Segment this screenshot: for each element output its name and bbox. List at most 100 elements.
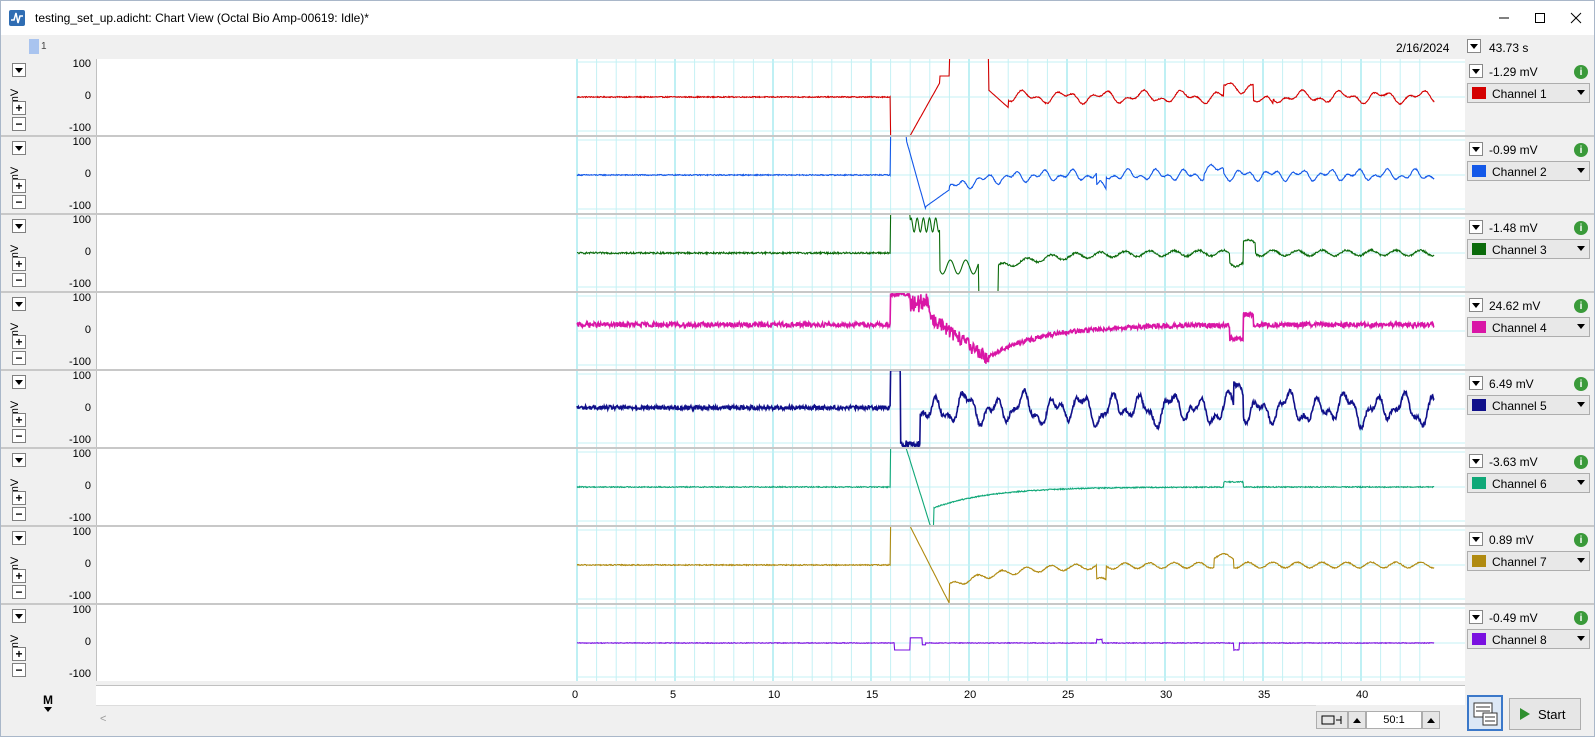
display-settings-button[interactable] [1467, 695, 1503, 731]
channel-menu-button[interactable] [12, 375, 26, 389]
channel-left-controls: mV + − 100 0 -100 [1, 136, 95, 213]
value-dropdown-button[interactable] [1469, 532, 1483, 546]
scale-down-button[interactable]: − [12, 195, 26, 209]
scale-down-button[interactable]: − [12, 273, 26, 287]
scale-down-button[interactable]: − [12, 117, 26, 131]
channel-row: mV + − 100 0 -100 -0.99 mV i Channel 2 [1, 135, 1594, 213]
channel-selector[interactable]: Channel 6 [1467, 473, 1590, 493]
scale-up-button[interactable]: + [12, 257, 26, 271]
channel-selector[interactable]: Channel 8 [1467, 629, 1590, 649]
y-tick-label: 100 [72, 448, 91, 460]
channel-plot[interactable] [96, 290, 1466, 369]
channel-selector[interactable]: Channel 4 [1467, 317, 1590, 337]
info-icon[interactable]: i [1574, 143, 1588, 157]
zoom-in-button[interactable] [1348, 711, 1366, 729]
channel-plot[interactable] [96, 369, 1466, 451]
channel-selector[interactable]: Channel 3 [1467, 239, 1590, 259]
scale-up-button[interactable]: + [12, 413, 26, 427]
channel-plot[interactable] [96, 447, 1466, 527]
info-icon[interactable]: i [1574, 221, 1588, 235]
channel-color-swatch [1472, 87, 1486, 99]
channel-separator[interactable] [1, 525, 1594, 527]
channel-separator[interactable] [1, 135, 1594, 137]
y-tick-label: -100 [68, 668, 91, 680]
play-icon [1520, 708, 1530, 720]
channel-color-swatch [1472, 399, 1486, 411]
channel-row: mV + − 100 0 -100 -1.48 mV i Channel 3 [1, 213, 1594, 293]
close-icon [1570, 12, 1582, 24]
scale-up-button[interactable]: + [12, 647, 26, 661]
channel-menu-button[interactable] [12, 453, 26, 467]
info-icon[interactable]: i [1574, 455, 1588, 469]
info-icon[interactable]: i [1574, 611, 1588, 625]
value-dropdown-button[interactable] [1469, 298, 1483, 312]
scale-down-button[interactable]: − [12, 663, 26, 677]
zoom-out-button[interactable] [1422, 711, 1440, 729]
channel-selector[interactable]: Channel 7 [1467, 551, 1590, 571]
value-dropdown-button[interactable] [1469, 610, 1483, 624]
horizontal-scrollbar[interactable]: < [96, 705, 1316, 731]
chevron-down-icon [1577, 90, 1585, 95]
channel-menu-button[interactable] [12, 219, 26, 233]
scale-down-button[interactable]: − [12, 429, 26, 443]
value-dropdown-button[interactable] [1469, 142, 1483, 156]
channel-selector[interactable]: Channel 1 [1467, 83, 1590, 103]
scroll-left-icon[interactable]: < [100, 713, 107, 725]
y-tick-label: -100 [68, 356, 91, 368]
channel-menu-button[interactable] [12, 297, 26, 311]
value-dropdown-button[interactable] [1469, 64, 1483, 78]
triangle-up-icon [1353, 717, 1361, 723]
channel-plot[interactable] [96, 605, 1466, 681]
channel-separator[interactable] [1, 603, 1594, 605]
chevron-down-icon [15, 301, 23, 307]
recording-date: 2/16/2024 [1396, 41, 1450, 55]
waveform-svg [576, 135, 1466, 213]
channel-waveform [576, 369, 1435, 451]
channel-separator[interactable] [1, 291, 1594, 293]
marker-m-button[interactable]: M [43, 693, 53, 712]
channel-menu-button[interactable] [12, 609, 26, 623]
scale-down-button[interactable]: − [12, 351, 26, 365]
close-button[interactable] [1558, 1, 1594, 35]
channel-selector[interactable]: Channel 5 [1467, 395, 1590, 415]
channel-separator[interactable] [1, 369, 1594, 371]
channel-value: -3.63 mV [1489, 455, 1538, 469]
channel-plot[interactable] [96, 213, 1466, 293]
scale-down-button[interactable]: − [12, 585, 26, 599]
channel-menu-button[interactable] [12, 531, 26, 545]
marker-pin[interactable] [29, 39, 39, 54]
scale-up-button[interactable]: + [12, 101, 26, 115]
channel-separator[interactable] [1, 213, 1594, 215]
channel-menu-button[interactable] [12, 63, 26, 77]
channel-name: Channel 8 [1492, 633, 1547, 647]
window-title: testing_set_up.adicht: Chart View (Octal… [35, 11, 369, 25]
scale-up-button[interactable]: + [12, 335, 26, 349]
info-icon[interactable]: i [1574, 299, 1588, 313]
channel-menu-button[interactable] [12, 141, 26, 155]
info-icon[interactable]: i [1574, 533, 1588, 547]
value-dropdown-button[interactable] [1469, 220, 1483, 234]
channel-plot[interactable] [96, 135, 1466, 213]
value-dropdown-button[interactable] [1469, 376, 1483, 390]
marker-label: 1 [41, 41, 47, 52]
minimize-button[interactable] [1486, 1, 1522, 35]
maximize-button[interactable] [1522, 1, 1558, 35]
scale-up-button[interactable]: + [12, 491, 26, 505]
channel-selector[interactable]: Channel 2 [1467, 161, 1590, 181]
value-dropdown-button[interactable] [1469, 454, 1483, 468]
scale-down-button[interactable]: − [12, 507, 26, 521]
channel-separator[interactable] [1, 447, 1594, 449]
channel-plot[interactable] [96, 57, 1466, 137]
zoom-controls: 50:1 [1316, 711, 1440, 729]
fit-view-button[interactable] [1316, 711, 1348, 729]
scale-up-button[interactable]: + [12, 569, 26, 583]
info-icon[interactable]: i [1574, 65, 1588, 79]
start-label: Start [1538, 706, 1566, 722]
channel-name: Channel 5 [1492, 399, 1547, 413]
scale-up-button[interactable]: + [12, 179, 26, 193]
y-tick-label: -100 [68, 278, 91, 290]
time-dropdown-button[interactable] [1467, 39, 1481, 53]
start-button[interactable]: Start [1509, 698, 1581, 730]
channel-plot[interactable] [96, 525, 1466, 604]
info-icon[interactable]: i [1574, 377, 1588, 391]
